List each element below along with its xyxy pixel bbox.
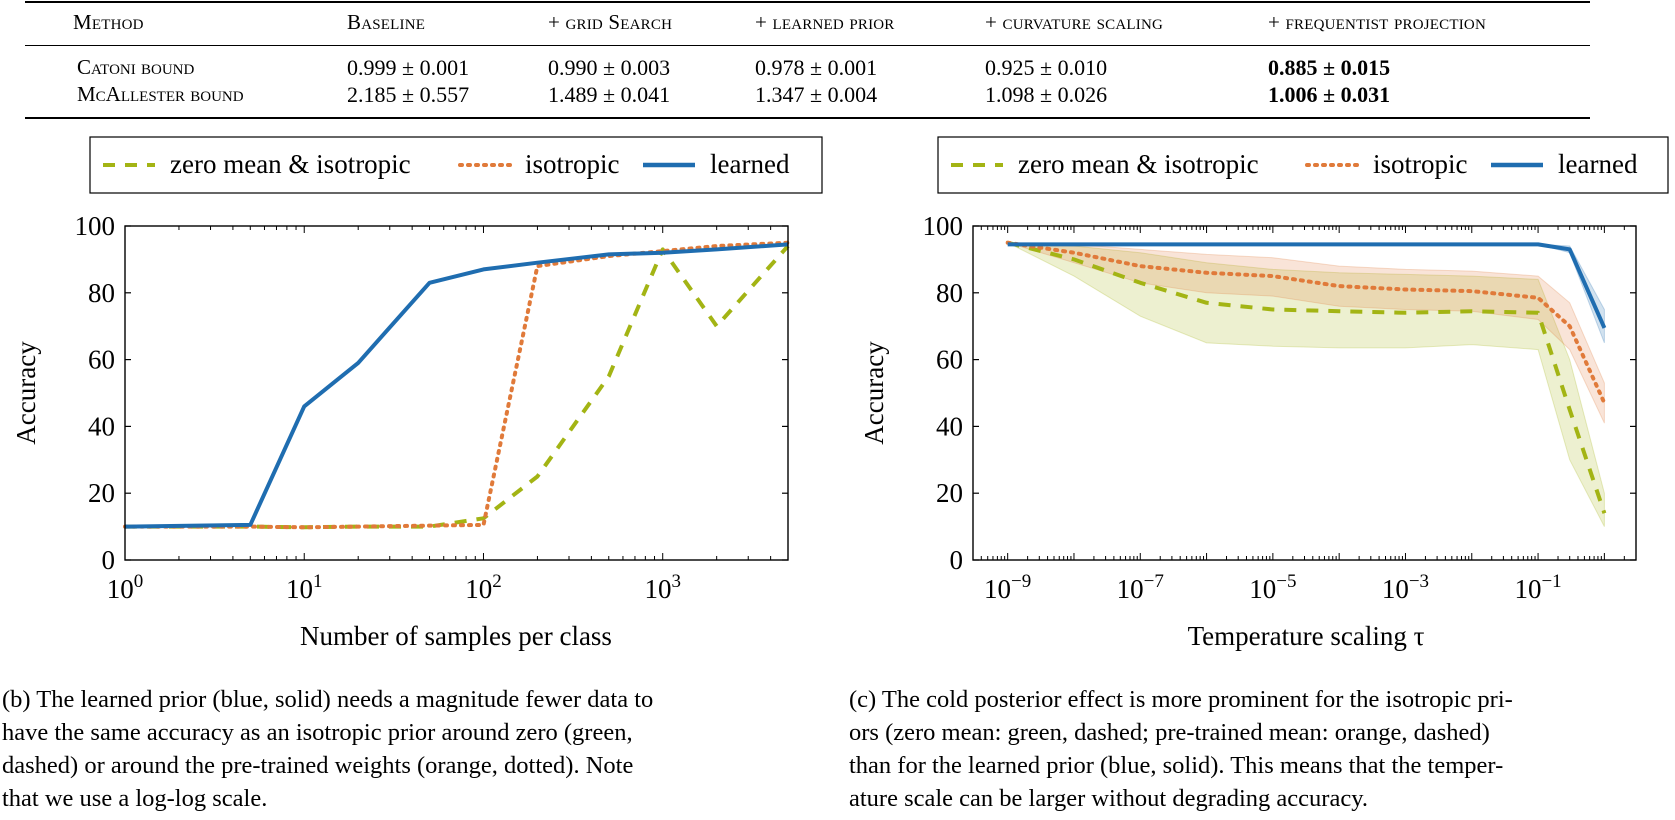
table-cell-best: 0.885 ± 0.015 [1268, 55, 1391, 80]
legend-label: zero mean & isotropic [170, 149, 411, 179]
legend-label: learned [1558, 149, 1638, 179]
table-row-label-mcallester: McAllester bound [77, 82, 244, 106]
caption-line: than for the learned prior (blue, solid)… [849, 752, 1504, 779]
series-line-dotted [123, 240, 790, 530]
caption-b: (b) The learned prior (blue, solid) need… [2, 683, 822, 815]
table-header-baseline: Baseline [347, 10, 426, 34]
caption-line: dashed) or around the pre-trained weight… [2, 752, 634, 779]
caption-line: that we use a log-log scale. [2, 785, 268, 812]
y-tick-label: 100 [923, 211, 964, 241]
table-cell-best: 1.006 ± 0.031 [1268, 82, 1391, 107]
legend-label: isotropic [1373, 149, 1468, 179]
chart-b: 0 20 40 60 80 100 100 101 102 103 Accuracy Numbe… [11, 211, 790, 651]
x-tick-label: 10−1 [1514, 571, 1561, 604]
table-cell: 0.990 ± 0.003 [548, 55, 671, 80]
plot-frame [124, 225, 789, 561]
x-tick-label: 100 [107, 571, 144, 604]
table-header-learned-prior: + learned prior [755, 10, 895, 34]
y-tick-label: 20 [936, 478, 963, 508]
table-header-frequentist-projection: + frequentist projection [1268, 10, 1486, 34]
series-line-dashed [1007, 240, 1607, 514]
y-tick-label: 20 [88, 478, 115, 508]
y-tick-label: 60 [936, 345, 963, 375]
legend-label: isotropic [525, 149, 620, 179]
legend-b: zero mean & isotropic isotropic learned [89, 136, 823, 194]
x-tick-label: 103 [644, 571, 681, 604]
y-tick-label: 0 [102, 545, 116, 575]
caption-line: ature scale can be larger without degrad… [849, 785, 1368, 812]
legend-box [89, 136, 823, 194]
y-tick-label: 80 [88, 278, 115, 308]
y-axis-label: Accuracy [859, 341, 889, 445]
x-tick-label: 10−7 [1117, 571, 1164, 604]
y-axis-label: Accuracy [11, 341, 41, 445]
legend-label: zero mean & isotropic [1018, 149, 1259, 179]
caption-line: (c) The cold posterior effect is more pr… [849, 686, 1513, 713]
x-tick-label: 102 [465, 571, 502, 604]
y-tick-label: 40 [936, 411, 963, 441]
table-cell: 1.347 ± 0.004 [755, 82, 878, 107]
table-cell: 0.999 ± 0.001 [347, 55, 470, 80]
table-header-curvature-scaling: + curvature scaling [985, 10, 1164, 34]
x-tick-label: 10−3 [1382, 571, 1429, 604]
table-header-method: Method [73, 10, 144, 34]
caption-line: (b) The learned prior (blue, solid) need… [2, 686, 654, 713]
legend-c: zero mean & isotropic isotropic learned [937, 136, 1669, 194]
x-axis-label: Number of samples per class [300, 621, 612, 651]
table-row-label-catoni: Catoni bound [77, 55, 195, 79]
y-tick-label: 60 [88, 345, 115, 375]
caption-c: (c) The cold posterior effect is more pr… [849, 683, 1669, 815]
confidence-band [1007, 242, 1605, 424]
table-top-rule [25, 1, 1590, 3]
series-line-dashed [125, 244, 790, 530]
table-cell: 1.489 ± 0.041 [548, 82, 671, 107]
y-tick-label: 40 [88, 411, 115, 441]
table-mid-rule [25, 45, 1590, 46]
x-tick-label: 101 [286, 571, 323, 604]
table-bottom-rule [25, 117, 1590, 119]
table-header-grid-search: + grid Search [548, 10, 673, 34]
table-cell: 1.098 ± 0.026 [985, 82, 1108, 107]
series-line-solid [1007, 242, 1607, 329]
confidence-band [1007, 242, 1605, 527]
table-cell: 0.925 ± 0.010 [985, 55, 1108, 80]
x-tick-label: 10−9 [984, 571, 1031, 604]
x-axis-label: Temperature scaling τ [1188, 621, 1425, 651]
table-cell: 2.185 ± 0.557 [347, 82, 470, 107]
legend-label: learned [710, 149, 790, 179]
caption-line: ors (zero mean: green, dashed; pre-train… [849, 719, 1490, 746]
y-tick-label: 80 [936, 278, 963, 308]
series-line-solid [124, 242, 789, 529]
figure-svg: zero mean & isotropic isotropic learned … [11, 136, 1669, 651]
chart-c: 0 20 40 60 80 100 10−9 10−7 10−5 10−3 10−1 Accura… [859, 211, 1637, 651]
series-line-dotted [1005, 240, 1607, 405]
x-tick-label: 10−5 [1249, 571, 1296, 604]
table-cell: 0.978 ± 0.001 [755, 55, 878, 80]
y-tick-label: 100 [75, 211, 116, 241]
legend-box [937, 136, 1669, 194]
caption-line: have the same accuracy as an isotropic p… [2, 719, 633, 746]
y-tick-label: 0 [950, 545, 964, 575]
